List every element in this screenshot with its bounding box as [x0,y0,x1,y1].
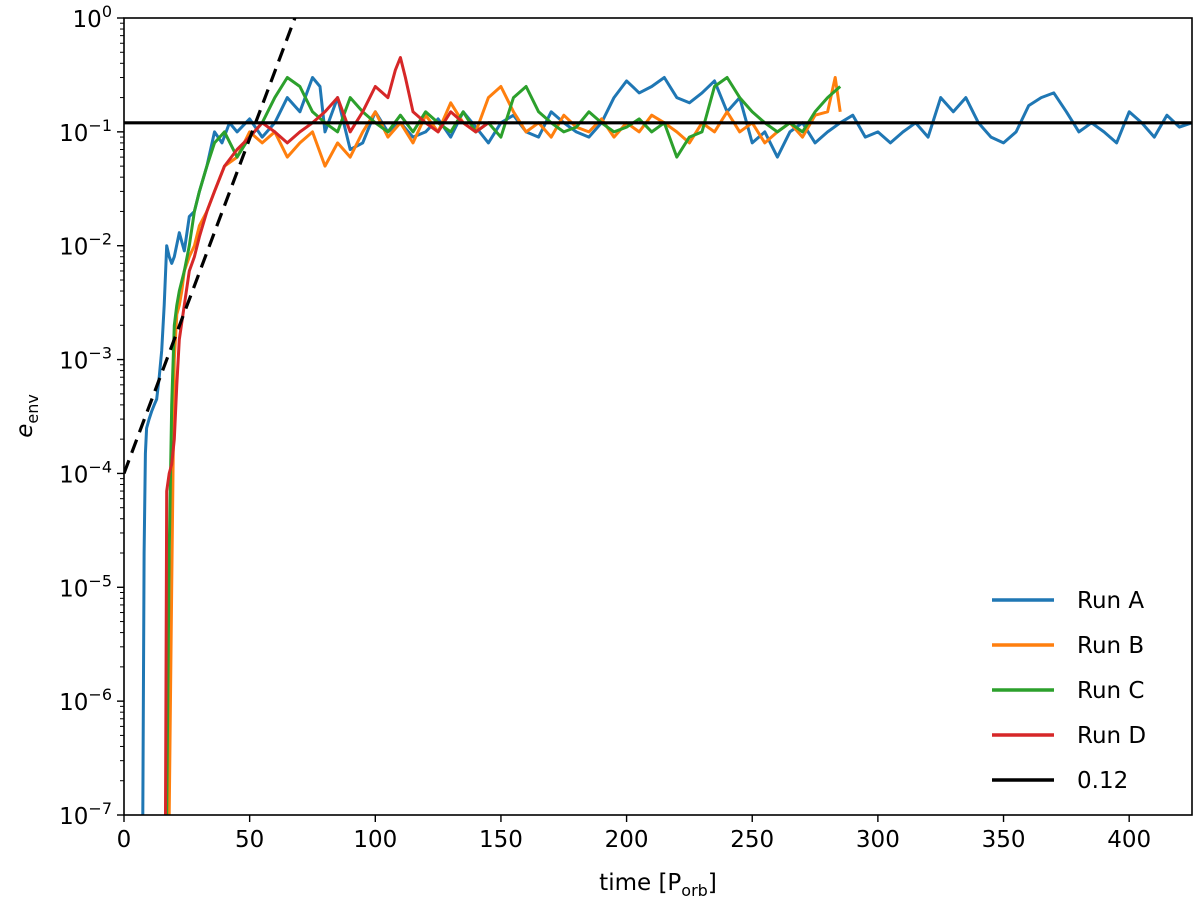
legend-label: 0.12 [1077,768,1128,794]
x-tick-label: 50 [235,827,264,853]
x-tick-label: 150 [479,827,523,853]
x-tick-label: 200 [605,827,649,853]
y-tick-label: 10−6 [59,685,112,716]
y-tick-label: 10−4 [59,457,112,488]
series-line-run-b [167,76,842,815]
series-line-run-d [164,56,496,815]
legend-label: Run D [1077,723,1146,749]
y-tick-label: 10−1 [59,116,112,147]
legend-label: Run B [1077,633,1144,659]
series-line-dashed-fit [124,18,297,474]
legend: Run A Run B Run C Run D 0.12 [992,588,1146,794]
y-tick-label: 10−7 [59,799,112,830]
x-tick-label: 100 [353,827,397,853]
y-axis: 10−7 10−6 10−5 10−4 10−3 10−2 10−1 100 [59,2,124,830]
series-layer [124,18,1192,815]
x-tick-label: 400 [1107,827,1151,853]
y-tick-label: 10−5 [59,571,112,602]
x-axis-title: time [Porb] [599,870,717,900]
x-tick-label: 300 [856,827,900,853]
y-tick-label: 10−3 [59,344,112,375]
series-line-run-a [141,76,1192,815]
x-tick-label: 0 [117,827,132,853]
series-line-run-c [165,76,842,815]
x-tick-label: 250 [730,827,774,853]
y-tick-label: 100 [73,2,112,33]
x-tick-label: 350 [982,827,1026,853]
y-axis-title: eenv [12,394,42,438]
legend-label: Run C [1077,678,1144,704]
x-axis: 0 50 100 150 200 250 300 350 400 [117,815,1151,853]
legend-label: Run A [1077,588,1144,614]
y-tick-label: 10−2 [59,230,112,261]
plot-frame [123,17,1193,816]
